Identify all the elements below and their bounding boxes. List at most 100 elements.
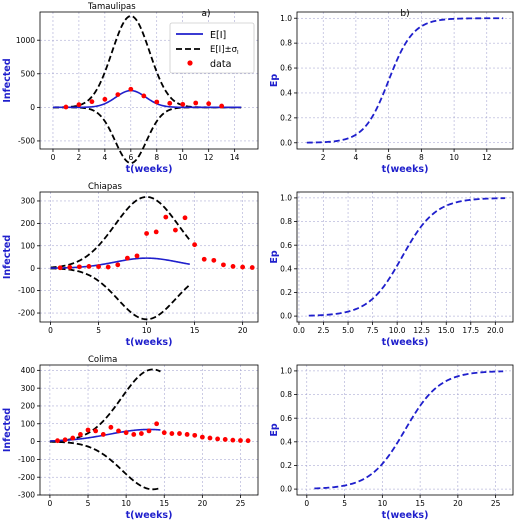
data-point [77, 432, 83, 437]
y-tick-label: 0.6 [280, 414, 292, 423]
y-tick-label: -300 [18, 491, 35, 500]
data-point [215, 436, 221, 442]
data-point [146, 428, 152, 434]
x-axis-label: t(weeks) [126, 510, 173, 521]
x-tick-label: 10.0 [389, 326, 406, 335]
data-point [163, 214, 169, 220]
x-tick-label: 0 [304, 499, 309, 508]
x-tick-label: 25 [491, 499, 501, 508]
data-point [238, 438, 243, 443]
band-upper-line [49, 368, 161, 443]
x-tick-label: 6 [128, 153, 133, 162]
data-point [169, 431, 175, 436]
chart-tam-infected: 0 2 4 6 8 10 12 14 -500 0 500 1000 t(weeks) Infected T… [2, 2, 259, 175]
y-tick-label: 0.8 [280, 217, 292, 226]
x-tick-label: 4 [354, 153, 359, 162]
mean-line [52, 89, 242, 109]
x-axis-label: t(weeks) [126, 337, 173, 348]
x-tick-label: 25 [236, 499, 246, 508]
x-tick-label: 4 [102, 153, 107, 162]
y-tick-label: 0.8 [280, 390, 292, 399]
y-tick-label: -200 [18, 473, 35, 482]
data-point [123, 430, 129, 436]
y-tick-label: 0.2 [280, 461, 292, 470]
data-point [161, 430, 167, 436]
x-tick-label: 7.5 [367, 326, 379, 335]
data-point [153, 229, 159, 235]
data-point [154, 421, 160, 427]
data-point [230, 437, 236, 443]
data-point [134, 253, 140, 259]
data-point [85, 427, 91, 433]
y-tick-label: 100 [21, 419, 36, 428]
y-axis-label: Infected [2, 235, 13, 279]
x-tick-label: 15.0 [438, 326, 455, 335]
plot-frame [296, 364, 514, 496]
data-point [177, 431, 182, 436]
x-tick-label: 5 [342, 499, 347, 508]
y-tick-label: 0 [30, 264, 35, 273]
data-point [249, 265, 255, 270]
chart-tam-ep: 2 4 6 8 10 12 0.0 0.2 0.4 0.6 0.8 1.0 t(weeks) Ep [269, 11, 514, 175]
y-tick-label: 1.0 [280, 14, 292, 23]
x-tick-label: 20 [198, 499, 208, 508]
x-tick-label: 17.5 [462, 326, 479, 335]
legend-box [169, 22, 255, 74]
data-point [154, 99, 160, 105]
x-tick-label: 2 [77, 153, 82, 162]
chart-title: Colima [88, 355, 117, 365]
data-point [76, 102, 82, 108]
data-point [173, 227, 178, 233]
data-point [230, 264, 236, 269]
y-tick-label: 400 [21, 366, 36, 375]
y-tick-label: 200 [21, 219, 36, 228]
data-point [240, 264, 246, 270]
plot-frame [296, 11, 514, 150]
data-point [221, 262, 226, 268]
x-tick-label: 10 [178, 153, 188, 162]
y-tick-label: 0.4 [280, 89, 292, 98]
data-point [193, 100, 199, 106]
legend-data-label: data [210, 59, 231, 70]
data-point [67, 264, 73, 270]
x-tick-label: 8 [154, 153, 159, 162]
y-tick-label: 500 [21, 69, 36, 78]
band-upper-line [52, 15, 242, 109]
data-point [219, 103, 225, 109]
plot-frame [296, 191, 514, 323]
data-point [182, 215, 188, 221]
data-point [70, 435, 76, 441]
x-tick-label: 20.0 [487, 326, 504, 335]
legend-mean-label: E[I] [210, 30, 226, 41]
data-point [180, 101, 186, 107]
data-point [76, 264, 82, 270]
data-point [206, 101, 212, 107]
y-tick-label: 100 [21, 241, 36, 250]
x-tick-label: 10 [449, 153, 459, 162]
chart-chi-infected: 0 5 10 15 20 -200 -100 0 100 200 300 t(weeks) Infect… [2, 182, 259, 348]
ep-line [308, 197, 506, 317]
legend-band-label: E[I]±σI [210, 45, 239, 56]
x-tick-label: 6 [386, 153, 391, 162]
y-tick-label: 1.0 [280, 367, 292, 376]
x-axis-label: t(weeks) [382, 337, 429, 348]
data-point [115, 92, 121, 98]
x-axis-label: t(weeks) [382, 164, 429, 175]
y-tick-label: -100 [18, 286, 35, 295]
chart-title: Chiapas [88, 182, 122, 192]
chart-title: Tamaulipas [87, 2, 136, 12]
x-tick-label: 5 [96, 326, 101, 335]
data-point [144, 231, 149, 236]
x-tick-label: 10 [378, 499, 388, 508]
y-axis-label: Infected [2, 58, 13, 102]
x-tick-label: 8 [419, 153, 424, 162]
x-tick-label: 2 [321, 153, 326, 162]
y-tick-label: 0.6 [280, 241, 292, 250]
x-tick-label: 2.5 [318, 326, 330, 335]
data-point [124, 255, 130, 261]
data-point [131, 432, 137, 437]
plot-frame [39, 11, 259, 150]
data-point [116, 428, 121, 434]
x-tick-label: 15 [159, 499, 169, 508]
